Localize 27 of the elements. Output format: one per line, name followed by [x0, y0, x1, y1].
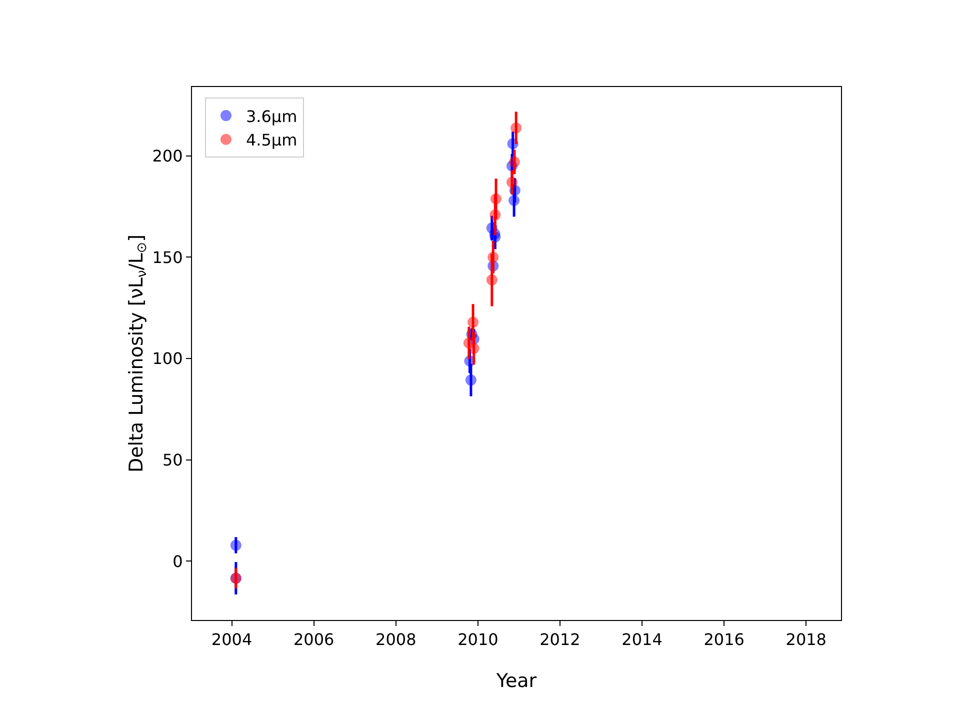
- point: [230, 540, 242, 551]
- x-tick-label: 2016: [704, 630, 744, 650]
- point: [488, 252, 499, 263]
- point: [510, 122, 522, 134]
- x-tick-label: 2012: [540, 630, 580, 650]
- point: [465, 374, 476, 386]
- y-tick-label: 0: [172, 552, 183, 571]
- point: [508, 156, 520, 168]
- x-tick-label: 2008: [376, 630, 416, 650]
- x-tick-label: 2010: [458, 630, 498, 650]
- y-tick-label: 50: [162, 450, 183, 470]
- y-tick-label: 150: [152, 248, 183, 267]
- point: [506, 176, 518, 188]
- x-axis-title: Year: [495, 670, 537, 692]
- point: [486, 274, 498, 286]
- x-tick-label: 2006: [293, 630, 334, 650]
- x-tick-label: 2014: [622, 630, 662, 650]
- y-tick-label: 100: [152, 349, 183, 368]
- x-tick-label: 2018: [786, 630, 826, 650]
- point: [490, 193, 502, 204]
- legend-label: 3.6μm: [246, 106, 298, 126]
- point: [490, 209, 501, 220]
- legend-label: 4.5μm: [246, 130, 298, 150]
- point: [508, 194, 520, 206]
- x-tick-label: 2004: [211, 630, 252, 650]
- y-tick-label: 200: [152, 146, 183, 166]
- point: [468, 316, 479, 328]
